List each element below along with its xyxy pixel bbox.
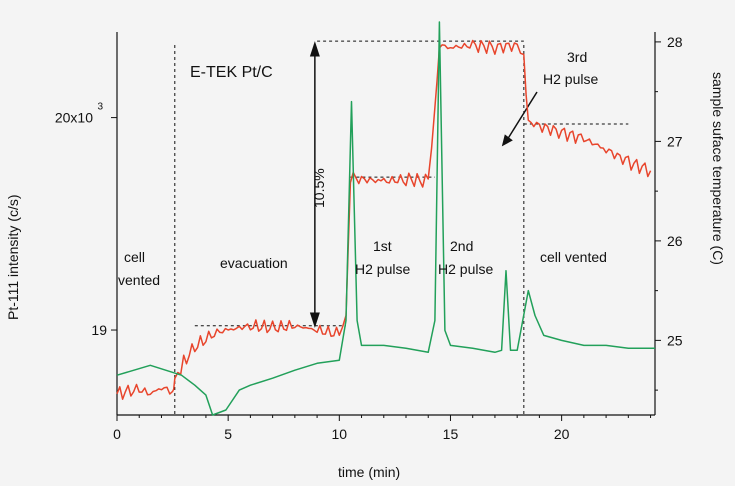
plot-area: 0 5 10 15 20 19 20x10 3 25 26 27 28 bbox=[55, 21, 683, 442]
annotation-pulse3-line1: 3rd bbox=[567, 49, 587, 65]
x-tick-label: 10 bbox=[332, 426, 348, 442]
increase-arrow-head-bottom bbox=[309, 312, 320, 328]
y-right-axis-label: sample suface temperature (C) bbox=[710, 72, 726, 265]
annotation-pulse2-line1: 2nd bbox=[450, 238, 473, 254]
chart-title: E-TEK Pt/C bbox=[190, 64, 273, 81]
annotation-cell-vented-2: cell vented bbox=[540, 249, 607, 265]
annotation-increase-percent: 10.5% bbox=[311, 168, 327, 208]
y-right-tick-label: 26 bbox=[667, 233, 683, 249]
series-pt111-intensity-line bbox=[116, 39, 652, 400]
x-axis-label: time (min) bbox=[338, 464, 400, 480]
x-tick-label: 15 bbox=[443, 426, 459, 442]
y-right-tick-label: 28 bbox=[667, 34, 683, 50]
x-tick-label: 20 bbox=[554, 426, 570, 442]
series-temperature-line bbox=[116, 21, 655, 416]
annotation-evacuation: evacuation bbox=[220, 255, 288, 271]
y-left-tick-label: 19 bbox=[91, 322, 107, 338]
increase-arrow-head-top bbox=[309, 41, 320, 57]
annotation-cell-vented-line2: vented bbox=[118, 272, 160, 288]
pulse3-pointer-head bbox=[501, 134, 513, 147]
annotation-pulse1-line1: 1st bbox=[373, 238, 392, 254]
annotation-pulse2-line2: H2 pulse bbox=[438, 261, 493, 277]
annotation-pulse1-line2: H2 pulse bbox=[355, 261, 410, 277]
y-right-tick-label: 27 bbox=[667, 133, 683, 149]
x-tick-label: 5 bbox=[224, 426, 232, 442]
y-right-tick-label: 25 bbox=[667, 332, 683, 348]
y-left-tick-label: 20x10 bbox=[55, 110, 93, 126]
annotation-cell-vented-line1: cell bbox=[124, 249, 145, 265]
y-left-tick-exponent: 3 bbox=[97, 102, 103, 113]
y-left-axis-label: Pt-111 intensity (c/s) bbox=[5, 194, 21, 320]
annotation-pulse3-line2: H2 pulse bbox=[543, 71, 598, 87]
x-tick-label: 0 bbox=[113, 426, 121, 442]
pulse3-pointer-line bbox=[506, 91, 538, 141]
